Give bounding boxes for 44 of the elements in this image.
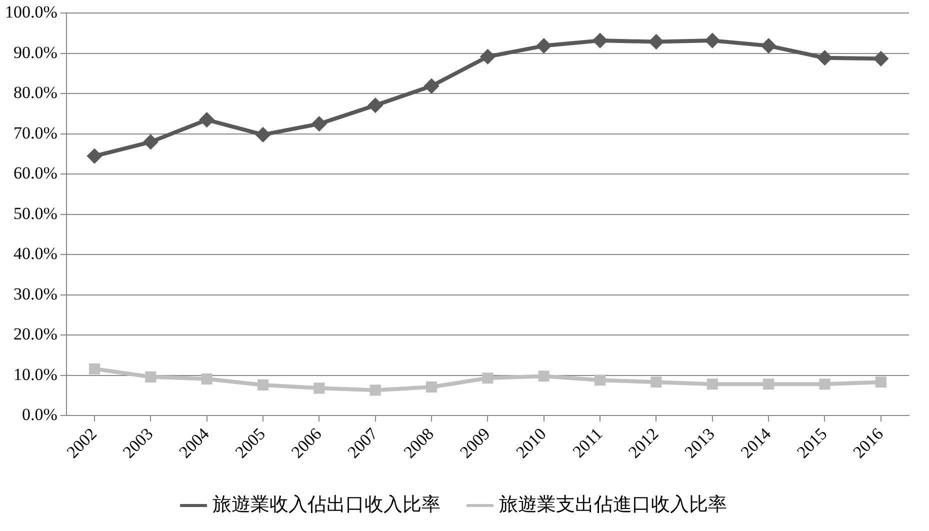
point [314, 382, 325, 394]
y-tick-label: 10.0% [13, 364, 58, 384]
point [649, 34, 664, 49]
point [482, 372, 494, 384]
y-tick-label: 30.0% [13, 284, 58, 304]
point [426, 381, 438, 393]
point [818, 50, 832, 65]
point [370, 384, 381, 396]
point [538, 370, 550, 382]
point [593, 34, 608, 48]
point [201, 373, 212, 384]
point [88, 363, 100, 374]
y-tick-label: 90.0% [13, 42, 58, 62]
y-tick-label: 80.0% [13, 83, 58, 102]
y-tick-label: 60.0% [13, 164, 58, 183]
point [705, 34, 720, 48]
x-tick-label: 2011 [569, 424, 606, 462]
y-tick-label: 70.0% [13, 123, 58, 142]
y-tick-label: 40.0% [13, 244, 58, 264]
legend-label: 旅遊業支出佔進口收入比率 [499, 493, 727, 516]
legend-label: 旅遊業收入佔出口收入比率 [212, 493, 440, 516]
y-tick-label: 20.0% [13, 324, 58, 344]
point [312, 116, 326, 131]
y-tick-label: 0.0% [22, 405, 58, 424]
point [536, 38, 551, 53]
point [762, 38, 776, 53]
y-tick-label: 50.0% [13, 204, 58, 223]
point [145, 371, 156, 382]
point [480, 50, 495, 64]
point [874, 52, 888, 66]
point [819, 378, 830, 390]
point [650, 376, 662, 388]
point [368, 98, 382, 112]
point [257, 379, 269, 390]
point [594, 374, 606, 386]
point [200, 112, 214, 127]
point [424, 79, 439, 94]
point [706, 378, 718, 390]
point [875, 376, 886, 388]
point [88, 149, 102, 164]
point [256, 128, 270, 142]
point [763, 378, 774, 390]
y-tick-label: 100.0% [4, 2, 58, 22]
point [144, 134, 158, 149]
